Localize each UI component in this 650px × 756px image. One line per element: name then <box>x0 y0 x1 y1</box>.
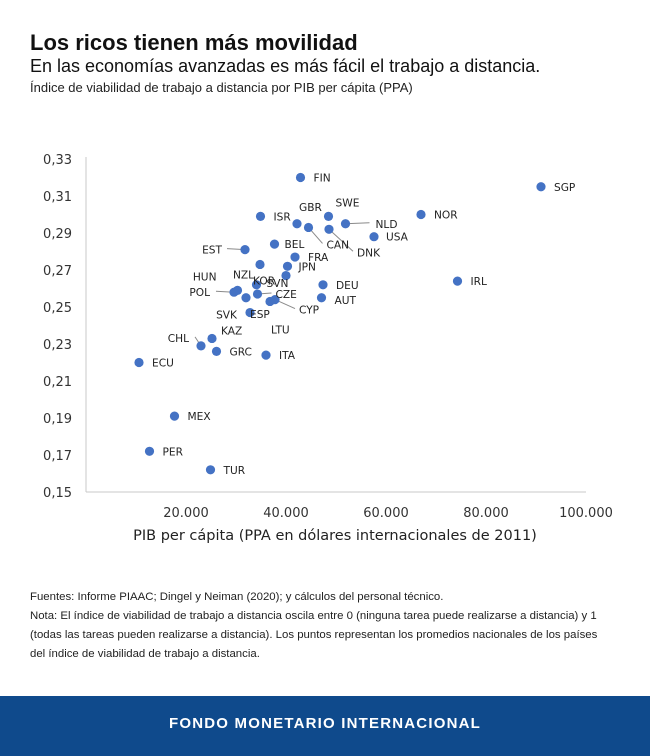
point-chl <box>196 341 206 351</box>
x-axis: 20.000 40.000 60.000 80.000 100.000 <box>86 491 613 521</box>
point-per <box>144 446 155 456</box>
x-tick-label: 60.000 <box>363 506 409 521</box>
point-label-swe: SWE <box>336 197 360 209</box>
point-label-tur: TUR <box>223 465 246 477</box>
point-label-pol: POL <box>189 287 210 299</box>
point-label-jpn: JPN <box>298 261 316 273</box>
point-jpn <box>282 261 293 271</box>
y-tick-label: 0,19 <box>43 412 72 427</box>
point-ita <box>261 350 271 360</box>
point-kor <box>281 270 291 281</box>
scatter-chart: 0,15 0,17 0,19 0,21 0,23 0,25 0,27 0,29 0,31 0,33… <box>43 153 613 544</box>
point-nor <box>416 209 426 220</box>
point-label-svk: SVK <box>216 310 238 322</box>
point-kaz <box>207 333 217 344</box>
point-label-nzl: NZL <box>233 269 254 281</box>
point-label-ecu: ECU <box>152 358 174 370</box>
point-label-deu: DEU <box>336 280 359 292</box>
x-tick-label: 80.000 <box>463 506 509 521</box>
point-label-ltu: LTU <box>271 324 290 336</box>
point-svk <box>245 307 255 318</box>
chart-notes: Fuentes: Informe PIAAC; Dingel y Neiman … <box>30 588 610 664</box>
point-grc <box>211 346 222 356</box>
x-tick-label: 40.000 <box>263 506 309 521</box>
point-label-fin: FIN <box>314 173 331 185</box>
point-label-per: PER <box>163 446 184 458</box>
point-deu <box>318 280 328 290</box>
point-label-esp: ESP <box>250 309 270 321</box>
point-label-gbr: GBR <box>299 202 322 214</box>
point-label-cze: CZE <box>276 289 298 301</box>
data-points <box>134 172 546 475</box>
point-labels: FIN SGP NOR SWE ISR GBR NLD CAN DNK USA BEL EST NZL F… <box>152 173 576 477</box>
point-label-isr: ISR <box>274 211 292 223</box>
point-bel <box>269 239 280 249</box>
point-nld <box>340 219 351 229</box>
point-label-fra: FRA <box>308 252 329 264</box>
footer-org-name: FONDO MONETARIO INTERNACIONAL <box>168 715 481 732</box>
point-nzl <box>255 259 265 270</box>
point-label-bel: BEL <box>285 239 305 251</box>
point-label-kor: KOR <box>253 276 276 288</box>
chart-caption: Índice de viabilidad de trabajo a distan… <box>30 80 413 95</box>
point-label-nor: NOR <box>434 210 458 222</box>
point-irl <box>452 276 463 286</box>
y-tick-label: 0,15 <box>43 486 72 501</box>
point-label-est: EST <box>202 245 222 257</box>
point-tur <box>205 465 216 475</box>
footer-bar: FONDO MONETARIO INTERNACIONAL <box>0 696 650 756</box>
point-swe <box>323 211 334 221</box>
point-label-grc: GRC <box>230 346 252 358</box>
point-mex <box>169 411 180 421</box>
point-est <box>240 245 250 255</box>
chart-subtitle: En las economías avanzadas es más fácil … <box>30 56 541 76</box>
sources-note: Fuentes: Informe PIAAC; Dingel y Neiman … <box>30 591 444 603</box>
point-label-cyp: CYP <box>299 305 320 317</box>
y-axis: 0,15 0,17 0,19 0,21 0,23 0,25 0,27 0,29 0,31 0,33 <box>43 153 87 501</box>
y-tick-label: 0,17 <box>43 449 72 464</box>
point-fra <box>290 252 300 262</box>
x-tick-label: 100.000 <box>559 506 613 521</box>
point-label-usa: USA <box>386 232 409 244</box>
y-tick-label: 0,31 <box>43 190 72 205</box>
y-tick-label: 0,23 <box>43 338 72 353</box>
point-label-ita: ITA <box>279 350 296 362</box>
y-tick-label: 0,27 <box>43 264 72 279</box>
definition-note: Nota: El índice de viabilidad de trabajo… <box>30 610 598 660</box>
point-label-dnk: DNK <box>357 247 381 259</box>
leader-line-dnk <box>328 228 354 252</box>
point-usa <box>369 232 379 242</box>
y-tick-label: 0,25 <box>43 301 72 316</box>
y-tick-label: 0,33 <box>43 153 72 168</box>
point-aut <box>316 293 327 303</box>
point-label-chl: CHL <box>168 333 189 345</box>
point-pol <box>229 287 239 297</box>
point-ltu <box>265 296 275 307</box>
point-label-kaz: KAZ <box>221 325 242 337</box>
point-sgp <box>536 182 546 192</box>
point-can <box>303 222 314 233</box>
point-ecu <box>134 357 144 368</box>
point-dnk <box>324 224 334 234</box>
point-cze <box>252 289 263 299</box>
point-gbr <box>292 219 302 229</box>
y-tick-label: 0,21 <box>43 375 72 390</box>
point-svn <box>251 280 262 290</box>
point-label-can: CAN <box>327 239 350 251</box>
point-label-hun: HUN <box>193 271 217 283</box>
y-tick-label: 0,29 <box>43 227 72 242</box>
chart-title: Los ricos tienen más movilidad <box>30 30 358 55</box>
point-esp <box>241 293 251 303</box>
point-label-sgp: SGP <box>554 182 576 194</box>
point-label-irl: IRL <box>471 276 487 288</box>
point-isr <box>255 211 266 221</box>
point-label-svn: SVN <box>267 278 289 290</box>
point-label-mex: MEX <box>188 411 211 423</box>
x-tick-label: 20.000 <box>163 506 209 521</box>
point-fin <box>295 172 306 183</box>
point-label-nld: NLD <box>376 219 398 231</box>
x-axis-label: PIB per cápita (PPA en dólares internaci… <box>133 528 537 544</box>
point-label-aut: AUT <box>335 295 357 307</box>
